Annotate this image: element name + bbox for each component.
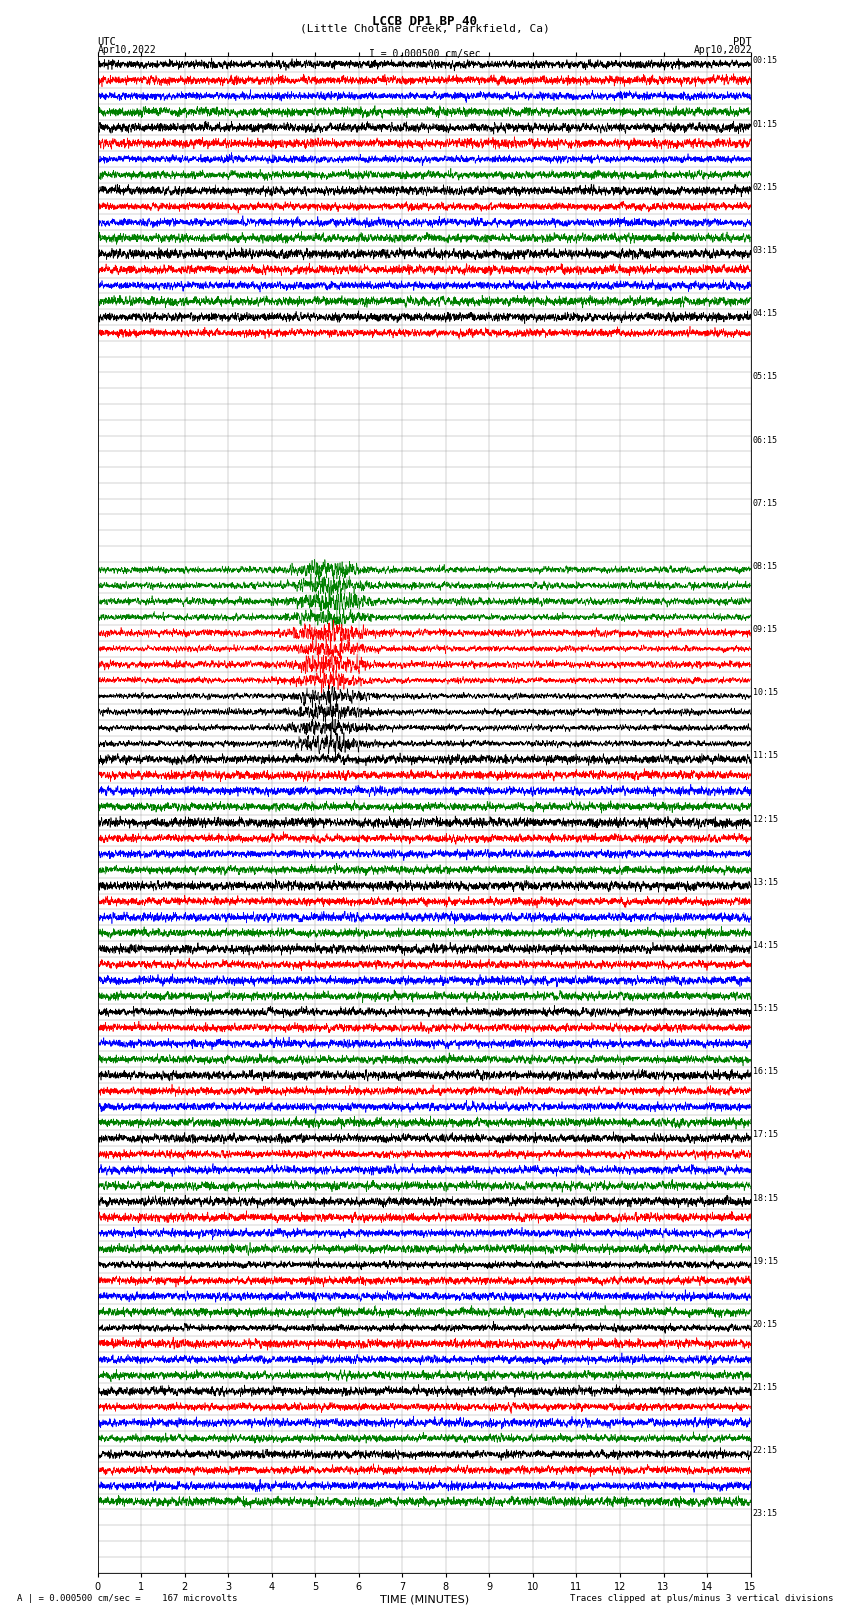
X-axis label: TIME (MINUTES): TIME (MINUTES) — [380, 1595, 468, 1605]
Text: 10:15: 10:15 — [752, 689, 778, 697]
Text: 02:15: 02:15 — [752, 182, 778, 192]
Text: Traces clipped at plus/minus 3 vertical divisions: Traces clipped at plus/minus 3 vertical … — [570, 1594, 833, 1603]
Text: I = 0.000500 cm/sec: I = 0.000500 cm/sec — [369, 50, 481, 60]
Text: 21:15: 21:15 — [752, 1382, 778, 1392]
Text: (Little Cholane Creek, Parkfield, Ca): (Little Cholane Creek, Parkfield, Ca) — [300, 24, 550, 34]
Text: 18:15: 18:15 — [752, 1194, 778, 1203]
Text: 08:15: 08:15 — [752, 561, 778, 571]
Text: 04:15: 04:15 — [752, 310, 778, 318]
Text: 01:15: 01:15 — [752, 119, 778, 129]
Text: 20:15: 20:15 — [752, 1319, 778, 1329]
Text: 09:15: 09:15 — [752, 626, 778, 634]
Text: 16:15: 16:15 — [752, 1068, 778, 1076]
Text: Apr10,2022: Apr10,2022 — [98, 45, 156, 55]
Text: 06:15: 06:15 — [752, 436, 778, 445]
Text: 05:15: 05:15 — [752, 373, 778, 381]
Text: 14:15: 14:15 — [752, 940, 778, 950]
Text: 23:15: 23:15 — [752, 1510, 778, 1518]
Text: LCCB DP1 BP 40: LCCB DP1 BP 40 — [372, 16, 478, 29]
Text: 00:15: 00:15 — [752, 56, 778, 66]
Text: 13:15: 13:15 — [752, 877, 778, 887]
Text: 12:15: 12:15 — [752, 815, 778, 824]
Text: 22:15: 22:15 — [752, 1447, 778, 1455]
Text: 15:15: 15:15 — [752, 1003, 778, 1013]
Text: 19:15: 19:15 — [752, 1257, 778, 1266]
Text: 07:15: 07:15 — [752, 498, 778, 508]
Text: 03:15: 03:15 — [752, 247, 778, 255]
Text: Apr10,2022: Apr10,2022 — [694, 45, 752, 55]
Text: A | = 0.000500 cm/sec =    167 microvolts: A | = 0.000500 cm/sec = 167 microvolts — [17, 1594, 237, 1603]
Text: 17:15: 17:15 — [752, 1131, 778, 1139]
Text: 11:15: 11:15 — [752, 752, 778, 760]
Text: UTC: UTC — [98, 37, 116, 47]
Text: PDT: PDT — [734, 37, 752, 47]
